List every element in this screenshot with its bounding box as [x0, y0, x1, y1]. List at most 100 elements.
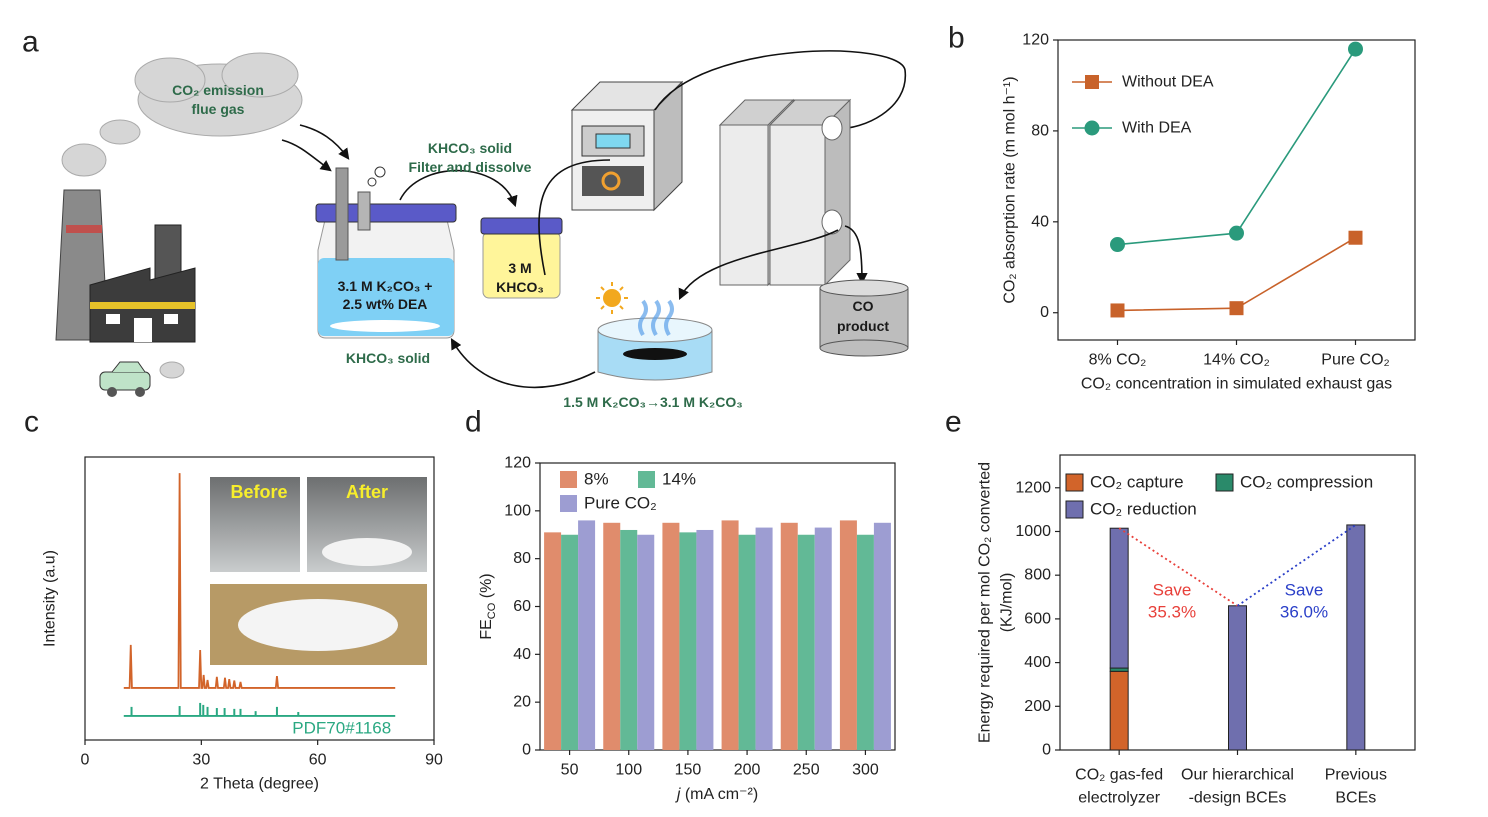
legend-label: Pure CO₂ — [584, 494, 657, 513]
bar — [780, 522, 798, 750]
y-tick-label: 40 — [513, 646, 531, 663]
wire — [654, 50, 906, 129]
line — [1117, 237, 1356, 312]
product-text: CO — [853, 298, 874, 314]
bar — [797, 534, 815, 750]
x-tick-label: 90 — [425, 752, 443, 769]
knob — [601, 171, 621, 191]
plot-frame — [84, 456, 435, 741]
sun — [603, 289, 621, 307]
panel-label: b — [948, 22, 965, 55]
y-tick-label: 1200 — [1015, 479, 1051, 496]
panel — [582, 166, 644, 196]
screen — [595, 133, 631, 149]
bar — [603, 522, 621, 750]
display — [581, 125, 645, 157]
bar — [679, 532, 697, 750]
electrolyzer — [718, 98, 852, 287]
marker — [1110, 237, 1125, 253]
y-tick-label: 80 — [1031, 122, 1049, 139]
wheel — [107, 387, 117, 397]
panel-label: e — [945, 406, 962, 439]
plot-frame — [1057, 39, 1416, 341]
solid — [330, 320, 440, 332]
inset-label: After — [346, 482, 388, 502]
y-tick-label: 60 — [513, 598, 531, 615]
absorber-text: 3.1 M K₂CO₃ + — [338, 278, 433, 294]
label-part: (%) — [478, 573, 495, 602]
arrow-text: Filter and dissolve — [409, 159, 532, 175]
cylinder-bottom — [819, 339, 909, 357]
bar — [873, 522, 891, 750]
bar — [839, 520, 857, 750]
panel-label: c — [24, 406, 39, 439]
legend-label: 8% — [584, 470, 609, 489]
marker — [1085, 75, 1099, 89]
cloud-text: CO₂ emission — [172, 82, 264, 98]
x-tick-label: -design BCEs — [1189, 790, 1287, 807]
y-tick-label: 20 — [513, 694, 531, 711]
x-tick-label: 100 — [615, 762, 642, 779]
factory — [55, 189, 196, 343]
cloud-puff — [221, 52, 299, 98]
y-tick-label: 0 — [1042, 742, 1051, 759]
bar — [721, 520, 739, 750]
y-tick-label: 400 — [1024, 654, 1051, 671]
legend-label: Without DEA — [1122, 74, 1214, 91]
window — [106, 314, 120, 324]
outlet-tube — [357, 191, 371, 231]
legend-swatch — [638, 471, 655, 488]
y-tick-label: 120 — [1022, 32, 1049, 49]
legend-swatch — [1215, 473, 1234, 492]
photo-solid — [322, 538, 412, 566]
y-tick-label: 1000 — [1015, 523, 1051, 540]
arrow-text: KHCO₃ solid — [428, 140, 512, 156]
building-stripe — [90, 302, 195, 309]
cylinder-body — [819, 287, 909, 349]
sun-rays — [596, 282, 628, 314]
y-tick-label: 200 — [1024, 698, 1051, 715]
spectrum — [123, 473, 396, 689]
x-tick-label: 50 — [561, 762, 579, 779]
y-tick-label: 80 — [513, 550, 531, 567]
exhaust-puff — [159, 361, 185, 379]
legend-label: CO₂ reduction — [1090, 500, 1197, 519]
legend-swatch — [560, 495, 577, 512]
x-axis-label: 2 Theta (degree) — [200, 776, 319, 793]
x-tick-label: 150 — [675, 762, 702, 779]
port — [821, 209, 843, 235]
smoke — [61, 52, 303, 379]
marker — [1110, 303, 1125, 318]
bar — [814, 527, 832, 750]
bar-segment — [1109, 527, 1129, 669]
x-tick-label: CO₂ gas-fed — [1075, 767, 1163, 784]
transfer-arrow — [399, 169, 518, 208]
y-axis-label: CO₂ absorption rate (m mol h⁻¹) — [1002, 76, 1019, 303]
photo-before — [210, 477, 300, 572]
electrolyte-arrow — [678, 229, 839, 301]
y-tick-label: 600 — [1024, 610, 1051, 627]
annotation: 35.3% — [1148, 603, 1196, 622]
bubble — [367, 177, 377, 187]
solution — [318, 258, 454, 336]
inset-label: Before — [230, 482, 287, 502]
x-tick-label: 30 — [192, 752, 210, 769]
bottle-lid — [480, 217, 563, 235]
y-tick-label: 0 — [522, 742, 531, 759]
car-body — [99, 371, 151, 391]
bar — [620, 529, 638, 750]
marker — [1084, 120, 1100, 136]
regenerator — [596, 282, 713, 381]
y-tick-label: 120 — [504, 455, 531, 472]
bottle-text: KHCO₃ — [496, 279, 544, 295]
bar-segment — [1109, 670, 1129, 751]
x-tick-label: 250 — [793, 762, 820, 779]
smoke-puff — [99, 119, 141, 145]
bar — [738, 534, 756, 750]
saving-line — [1118, 527, 1238, 607]
bar — [578, 520, 596, 750]
annotation: Save — [1285, 581, 1324, 600]
return-arrow — [450, 338, 596, 389]
legend-swatch — [1065, 473, 1084, 492]
